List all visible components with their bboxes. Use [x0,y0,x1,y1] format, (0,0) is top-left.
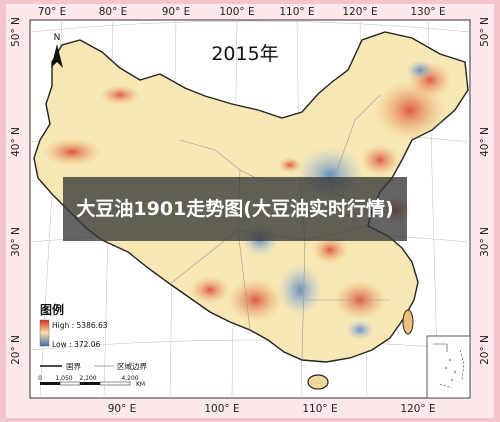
lat-label-left: 40° N [10,127,22,157]
lon-label-top: 100° E [219,6,254,18]
scale-tick: 0 [38,375,42,382]
caption-banner: 大豆油1901走势图(大豆油实时行情) [63,177,407,241]
legend: 图例 High : 5386.63 Low : 372.06 国界 区域边界 0… [38,302,147,388]
legend-regional-label: 区域边界 [117,361,147,371]
lat-label-right: 50° N [479,17,491,47]
lat-label-left: 20° N [10,335,22,365]
caption-text: 大豆油1901走势图(大豆油实时行情) [76,198,394,220]
lon-label-bottom: 110° E [302,403,337,415]
scale-tick: 2,100 [79,375,96,382]
lon-label-bottom: 90° E [108,403,137,415]
north-arrow: N [51,33,63,68]
latitude-labels-left: 50° N 40° N 30° N 20° N [10,17,22,365]
lon-label-top: 90° E [162,6,191,18]
scale-unit: KM [136,381,145,388]
legend-high-label: High : 5386.63 [52,321,108,330]
lon-label-top: 130° E [410,6,445,18]
hainan-island [307,374,329,390]
taiwan-island [402,309,414,335]
scale-tick: 1,050 [55,375,72,382]
legend-color-ramp [39,319,50,347]
legend-national-label: 国界 [66,362,81,371]
scale-tick: 4,200 [121,375,138,382]
lon-label-top: 110° E [279,6,314,18]
south-china-sea-inset [426,335,471,399]
bottom-longitude-labels: 90° E 100° E 110° E 120° E [108,403,436,415]
north-letter: N [54,33,61,43]
lat-label-right: 40° N [479,127,491,157]
top-longitude-labels: 70° E 80° E 90° E 100° E 110° E 120° E 1… [38,6,446,18]
lat-label-right: 30° N [479,227,491,257]
lon-label-top: 120° E [342,6,377,18]
lon-label-top: 80° E [99,6,128,18]
year-title: 2015年 [211,43,278,65]
lat-label-left: 50° N [10,17,22,47]
lat-label-right: 20° N [479,335,491,365]
data-texture [42,60,452,340]
legend-title: 图例 [40,302,64,317]
lon-label-bottom: 120° E [400,403,435,415]
latitude-labels-right: 50° N 40° N 30° N 20° N [479,17,491,365]
lon-label-bottom: 100° E [204,403,239,415]
scale-bar: 0 1,050 2,100 4,200 KM [38,375,145,388]
lat-label-left: 30° N [10,227,22,257]
lon-label-top: 70° E [38,6,67,18]
legend-low-label: Low : 372.06 [52,340,101,349]
